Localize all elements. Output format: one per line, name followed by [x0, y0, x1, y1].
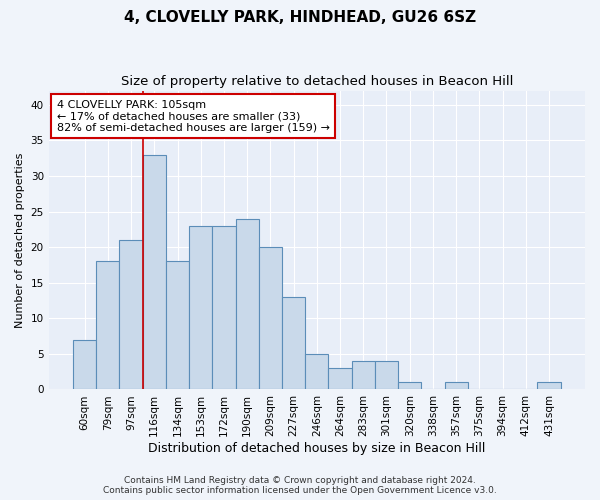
Bar: [282, 297, 305, 390]
Bar: [166, 262, 189, 390]
X-axis label: Distribution of detached houses by size in Beacon Hill: Distribution of detached houses by size …: [148, 442, 485, 455]
Bar: [119, 240, 143, 390]
Bar: [445, 382, 468, 390]
Bar: [236, 218, 259, 390]
Bar: [96, 262, 119, 390]
Bar: [352, 361, 375, 390]
Bar: [212, 226, 236, 390]
Bar: [143, 154, 166, 390]
Text: Contains HM Land Registry data © Crown copyright and database right 2024.
Contai: Contains HM Land Registry data © Crown c…: [103, 476, 497, 495]
Bar: [538, 382, 560, 390]
Bar: [259, 247, 282, 390]
Bar: [375, 361, 398, 390]
Bar: [328, 368, 352, 390]
Bar: [73, 340, 96, 390]
Text: 4 CLOVELLY PARK: 105sqm
← 17% of detached houses are smaller (33)
82% of semi-de: 4 CLOVELLY PARK: 105sqm ← 17% of detache…: [57, 100, 330, 132]
Y-axis label: Number of detached properties: Number of detached properties: [15, 152, 25, 328]
Text: 4, CLOVELLY PARK, HINDHEAD, GU26 6SZ: 4, CLOVELLY PARK, HINDHEAD, GU26 6SZ: [124, 10, 476, 25]
Title: Size of property relative to detached houses in Beacon Hill: Size of property relative to detached ho…: [121, 75, 513, 88]
Bar: [398, 382, 421, 390]
Bar: [305, 354, 328, 390]
Bar: [189, 226, 212, 390]
